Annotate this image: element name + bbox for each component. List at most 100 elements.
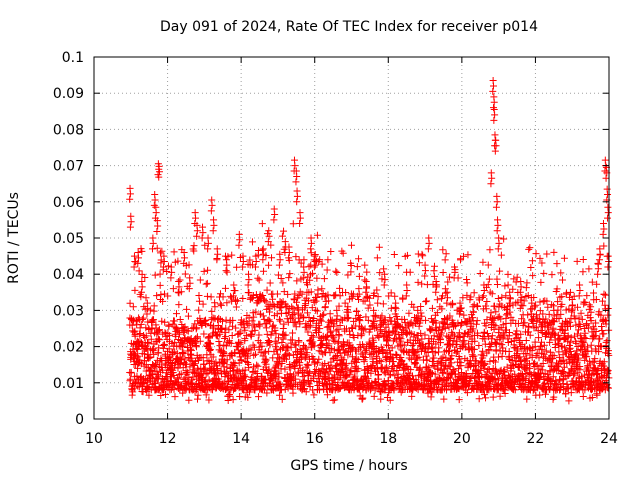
data-point [449,301,457,309]
data-point [428,358,436,366]
data-point [255,276,263,284]
data-point [391,292,399,300]
data-point [155,336,163,344]
data-point [145,339,153,347]
data-point [176,330,184,338]
data-point [303,349,311,357]
data-point [356,313,364,321]
data-point [228,322,236,330]
data-point [332,352,340,360]
data-point [430,262,438,270]
data-point [244,281,252,289]
data-point [423,356,431,364]
data-point [594,369,602,377]
data-point [386,314,394,322]
data-point [595,348,603,356]
data-point [248,373,256,381]
data-point [131,332,139,340]
data-point [180,254,188,262]
data-point [307,245,315,253]
data-point [315,321,323,329]
data-point [535,354,543,362]
data-point [299,373,307,381]
y-tick-label: 0.03 [53,303,84,319]
data-point [598,297,606,305]
data-point [222,342,230,350]
data-point [184,312,192,320]
data-point [593,370,601,378]
data-point [555,353,563,361]
data-point [526,364,534,372]
data-point [260,349,268,357]
data-point [270,216,278,224]
data-point [302,388,310,396]
data-point [256,320,264,328]
data-point [287,339,295,347]
data-point [431,370,439,378]
data-point [423,297,431,305]
data-point [161,318,169,326]
data-point [429,361,437,369]
data-point [315,355,323,363]
data-point [343,314,351,322]
data-point [421,272,429,280]
data-point [405,309,413,317]
data-point [437,355,445,363]
data-point [530,293,538,301]
data-point [248,330,256,338]
data-point [592,319,600,327]
data-point [191,320,199,328]
data-point [535,374,543,382]
data-point [174,378,182,386]
data-point [377,395,385,403]
data-point [153,244,161,252]
y-axis-label: ROTI / TECUs [6,192,22,284]
data-point [260,383,268,391]
data-point [127,218,135,226]
data-point [137,293,145,301]
data-point [289,305,297,313]
data-point [168,268,176,276]
data-point [256,339,264,347]
data-point [433,309,441,317]
data-point [206,345,214,353]
data-point [496,392,504,400]
data-point [323,333,331,341]
data-point [348,324,356,332]
data-point [200,330,208,338]
data-point [501,390,509,398]
data-point [310,342,318,350]
data-point [604,384,612,392]
data-point [171,338,179,346]
data-point [467,293,475,301]
data-point [221,328,229,336]
data-point [140,357,148,365]
data-point [176,276,184,284]
data-point [279,335,287,343]
data-point [486,246,494,254]
data-point [159,344,167,352]
data-point [286,270,294,278]
data-point [252,258,260,266]
data-point [369,317,377,325]
data-point [491,358,499,366]
data-point [252,350,260,358]
data-point [349,344,357,352]
data-point [464,328,472,336]
data-point [275,373,283,381]
data-point [437,339,445,347]
data-point [463,291,471,299]
data-point [136,337,144,345]
data-point [364,374,372,382]
y-tick-label: 0.02 [53,340,84,356]
data-point [336,321,344,329]
data-point [492,365,500,373]
data-point [475,395,483,403]
data-point [158,247,166,255]
data-point [157,392,165,400]
data-point [402,292,410,300]
data-point [165,345,173,353]
data-point [565,397,573,405]
data-point [284,290,292,298]
data-point [323,266,331,274]
